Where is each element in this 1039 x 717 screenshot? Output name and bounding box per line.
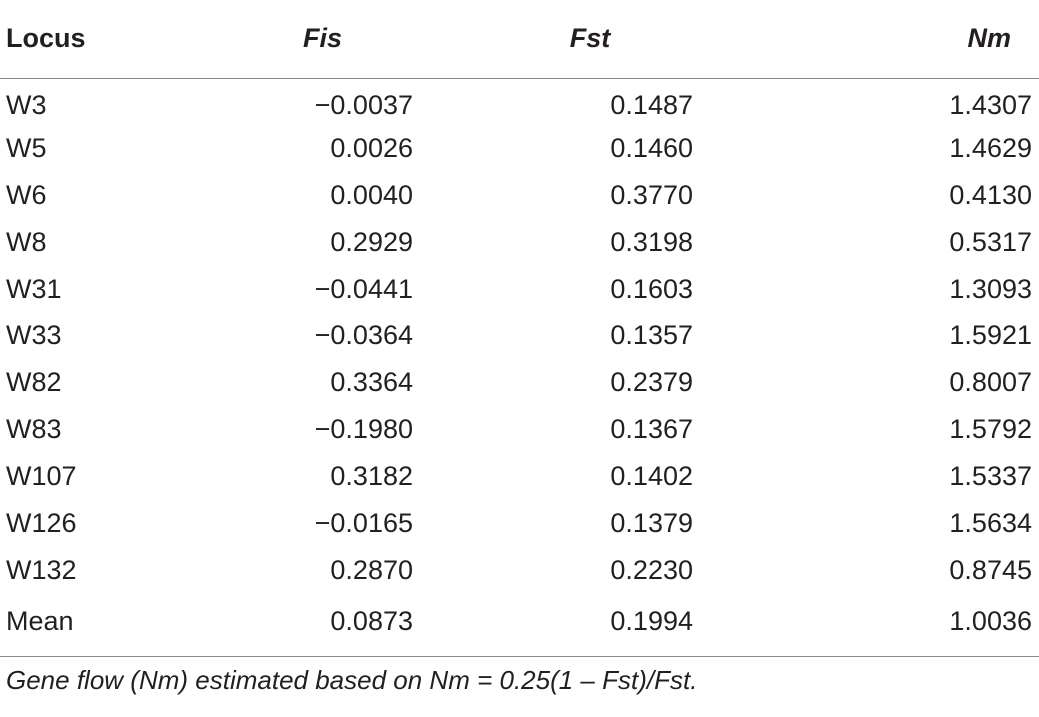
cell-locus: W82: [6, 367, 62, 398]
header-row: Locus Fis Fst Nm: [0, 0, 1039, 79]
table-row: W126 −0.0165 0.1379 1.5634: [0, 500, 1039, 547]
table-row: W82 0.3364 0.2379 0.8007: [0, 359, 1039, 406]
cell-fst: 0.3770: [610, 179, 693, 210]
cell-fis: 0.0873: [250, 593, 415, 657]
cell-nm: 1.4307: [949, 90, 1032, 121]
cell-nm: 0.5317: [949, 226, 1032, 257]
table-footnote: Gene flow (Nm) estimated based on Nm = 0…: [6, 664, 698, 695]
header-fis: Fis: [250, 0, 415, 79]
cell-fis: 0.2929: [330, 226, 413, 257]
cell-fst: 0.1357: [610, 320, 693, 351]
cell-fis: 0.3364: [330, 367, 413, 398]
table-header: Locus Fis Fst Nm: [0, 0, 1039, 79]
cell-fst: 0.3198: [610, 226, 693, 257]
table-row: W6 0.0040 0.3770 0.4130: [0, 172, 1039, 219]
cell-locus: W8: [6, 226, 47, 257]
header-locus: Locus: [0, 0, 250, 79]
header-nm: Nm: [725, 0, 1039, 79]
cell-fis: −0.0165: [314, 507, 413, 538]
cell-fst: 0.1603: [610, 273, 693, 304]
cell-fis: −0.0037: [314, 90, 413, 121]
cell-fst: 0.1379: [610, 507, 693, 538]
table-row: W83 −0.1980 0.1367 1.5792: [0, 406, 1039, 453]
cell-nm: 1.5634: [949, 507, 1032, 538]
cell-locus: W107: [6, 461, 77, 492]
table-row: W3 −0.0037 0.1487 1.4307: [0, 78, 1039, 125]
cell-locus: W132: [6, 554, 77, 585]
cell-locus: W31: [6, 273, 62, 304]
cell-nm: 0.4130: [949, 179, 1032, 210]
cell-locus: W33: [6, 320, 62, 351]
cell-nm: 1.5337: [949, 461, 1032, 492]
data-table-container: Locus Fis Fst Nm W3 −0.0037 0.1487 1.430…: [0, 0, 1039, 695]
cell-nm: 1.0036: [725, 593, 1039, 657]
cell-fst: 0.1402: [610, 461, 693, 492]
cell-fis: 0.2870: [330, 554, 413, 585]
cell-fis: −0.0364: [314, 320, 413, 351]
cell-fst: 0.2230: [610, 554, 693, 585]
table-row: W33 −0.0364 0.1357 1.5921: [0, 312, 1039, 359]
cell-nm: 1.5792: [949, 414, 1032, 445]
cell-nm: 0.8745: [949, 554, 1032, 585]
cell-fst: 0.1487: [610, 90, 693, 121]
table-body: W3 −0.0037 0.1487 1.4307 W5 0.0026 0.146…: [0, 78, 1039, 657]
cell-fis: 0.0026: [330, 132, 413, 163]
header-fst: Fst: [415, 0, 725, 79]
cell-fis: −0.0441: [314, 273, 413, 304]
cell-fis: −0.1980: [314, 414, 413, 445]
gene-flow-table: Locus Fis Fst Nm W3 −0.0037 0.1487 1.430…: [0, 0, 1039, 657]
cell-nm: 1.3093: [949, 273, 1032, 304]
table-row: W5 0.0026 0.1460 1.4629: [0, 125, 1039, 172]
cell-fst: 0.1367: [610, 414, 693, 445]
table-row: W107 0.3182 0.1402 1.5337: [0, 453, 1039, 500]
cell-nm: 0.8007: [949, 367, 1032, 398]
cell-fis: 0.3182: [330, 461, 413, 492]
cell-nm: 1.5921: [949, 320, 1032, 351]
table-row: W8 0.2929 0.3198 0.5317: [0, 219, 1039, 266]
cell-locus: W6: [6, 179, 47, 210]
table-row: W132 0.2870 0.2230 0.8745: [0, 547, 1039, 594]
cell-fst: 0.1460: [610, 132, 693, 163]
cell-nm: 1.4629: [949, 132, 1032, 163]
cell-fis: 0.0040: [330, 179, 413, 210]
table-row-mean: Mean 0.0873 0.1994 1.0036: [0, 593, 1039, 657]
cell-fst: 0.2379: [610, 367, 693, 398]
cell-locus: W126: [6, 507, 77, 538]
cell-locus: W3: [6, 90, 47, 121]
cell-fst: 0.1994: [415, 593, 725, 657]
cell-locus: W83: [6, 414, 62, 445]
cell-locus: W5: [6, 132, 47, 163]
cell-locus: Mean: [0, 593, 250, 657]
table-row: W31 −0.0441 0.1603 1.3093: [0, 266, 1039, 313]
